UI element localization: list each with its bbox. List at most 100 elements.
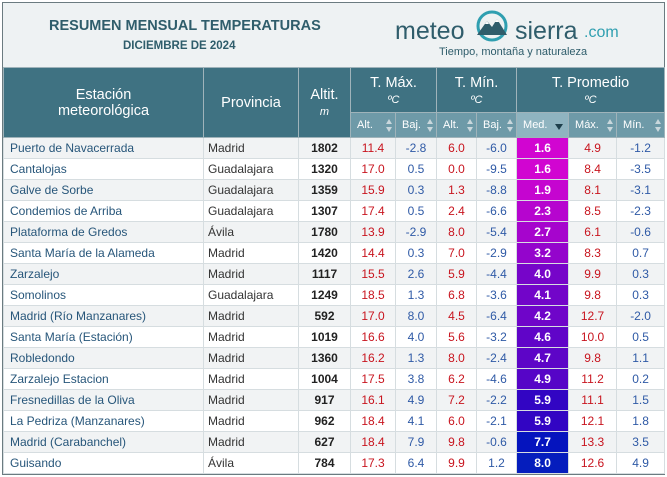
subheader-text: Baj.: [483, 119, 502, 131]
cell-lo: -5.4: [476, 221, 518, 243]
subtitle: DICIEMBRE DE 2024: [123, 40, 236, 52]
cell-hi: 10.0: [568, 326, 618, 348]
cell-lo: 2.6: [394, 263, 438, 285]
cell-pr: Madrid: [203, 326, 299, 348]
cell-al: 1802: [298, 137, 351, 159]
unit: m: [319, 106, 330, 118]
sort-header[interactable]: Alt.: [350, 112, 396, 138]
sort-icon: [467, 119, 474, 124]
cell-hi: 17.5: [350, 368, 396, 390]
sort-header[interactable]: Baj.: [394, 112, 438, 138]
cell-lo: 1.1: [616, 347, 666, 369]
cell-lo: 4.9: [616, 452, 666, 474]
cell-hi: 15.5: [350, 263, 396, 285]
cell-med: 4.1: [516, 284, 570, 306]
tmax-header: T. Máx. ºC: [349, 67, 438, 113]
station-header[interactable]: Estación meteorológica: [3, 67, 204, 138]
cell-lo: -4.6: [476, 368, 518, 390]
cell-al: 962: [298, 410, 351, 432]
table-row: Zarzalejo Estacion Madrid 1004 17.5 3.8 6.2 -4…: [3, 368, 666, 390]
cell-st: Madrid (Río Manzanares): [3, 305, 204, 327]
logo-tagline: Tiempo, montaña y naturaleza: [439, 46, 588, 58]
header-text: T. Promedio: [551, 74, 630, 91]
cell-hi: 6.2: [436, 368, 478, 390]
cell-lo: -6.0: [476, 137, 518, 159]
cell-lo: -3.2: [476, 326, 518, 348]
cell-hi: 17.3: [350, 452, 396, 474]
cell-lo: 4.9: [394, 389, 438, 411]
cell-lo: -2.9: [476, 242, 518, 264]
cell-pr: Madrid: [203, 368, 299, 390]
cell-hi: 8.1: [568, 179, 618, 201]
sort-icon: [467, 127, 474, 132]
cell-lo: -2.0: [616, 305, 666, 327]
table-row: Galve de Sorbe Guadalajara 1359 15.9 0.3 1.3-…: [3, 179, 666, 201]
cell-st: Zarzalejo: [3, 263, 204, 285]
cell-lo: 1.8: [616, 410, 666, 432]
cell-lo: 4.1: [394, 410, 438, 432]
sort-header[interactable]: Alt.: [436, 112, 478, 138]
cell-hi: 6.1: [568, 221, 618, 243]
cell-hi: 12.6: [568, 452, 618, 474]
cell-hi: 18.4: [350, 431, 396, 453]
cell-lo: 0.5: [616, 326, 666, 348]
cell-med: 4.6: [516, 326, 570, 348]
cell-med: 1.9: [516, 179, 570, 201]
cell-lo: 0.3: [394, 179, 438, 201]
cell-hi: 13.9: [350, 221, 396, 243]
cell-hi: 14.4: [350, 242, 396, 264]
cell-al: 1360: [298, 347, 351, 369]
cell-al: 917: [298, 389, 351, 411]
cell-hi: 11.4: [350, 137, 396, 159]
header-text: T. Máx.: [370, 74, 417, 91]
logo: meteo sierra .com Tiempo, montaña y natu…: [395, 9, 635, 61]
sort-icon: [427, 119, 434, 124]
sort-icon: [555, 124, 564, 130]
cell-lo: 8.0: [394, 305, 438, 327]
cell-al: 1420: [298, 242, 351, 264]
cell-al: 1780: [298, 221, 351, 243]
sort-icon: [386, 119, 392, 124]
cell-lo: -2.4: [476, 347, 518, 369]
unit: ºC: [584, 93, 597, 106]
cell-lo: -2.9: [394, 221, 438, 243]
cell-lo: 0.5: [394, 158, 438, 180]
sort-header[interactable]: Mín.: [616, 112, 666, 138]
cell-lo: -2.2: [476, 389, 518, 411]
altitude-header[interactable]: Altit. m: [298, 67, 351, 138]
cell-hi: 16.2: [350, 347, 396, 369]
cell-lo: 7.9: [394, 431, 438, 453]
cell-hi: 0.0: [436, 158, 478, 180]
cell-lo: -6.4: [476, 305, 518, 327]
cell-st: Zarzalejo Estacion: [3, 368, 204, 390]
cell-hi: 16.1: [350, 389, 396, 411]
province-header[interactable]: Provincia: [203, 67, 299, 138]
cell-lo: -4.4: [476, 263, 518, 285]
cell-hi: 9.8: [436, 431, 478, 453]
cell-al: 784: [298, 452, 351, 474]
logo-domain: .com: [584, 24, 619, 41]
sort-header[interactable]: Med.: [516, 112, 570, 138]
table-row: Puerto de Navacerrada Madrid 1802 11.4 -2.8 6…: [3, 137, 666, 159]
cell-hi: 8.0: [436, 347, 478, 369]
cell-hi: 5.9: [436, 263, 478, 285]
sort-icon: [655, 127, 662, 132]
cell-med: 3.2: [516, 242, 570, 264]
cell-al: 1307: [298, 200, 351, 222]
sort-icon: [507, 119, 514, 124]
logo-sierra: sierra: [515, 17, 578, 45]
cell-pr: Madrid: [203, 347, 299, 369]
sort-header[interactable]: Máx.: [568, 112, 618, 138]
cell-pr: Guadalajara: [203, 158, 299, 180]
cell-med: 4.2: [516, 305, 570, 327]
cell-hi: 8.4: [568, 158, 618, 180]
cell-al: 627: [298, 431, 351, 453]
sort-header[interactable]: Baj.: [476, 112, 518, 138]
cell-med: 5.9: [516, 389, 570, 411]
cell-lo: 0.3: [394, 242, 438, 264]
cell-lo: 1.2: [476, 452, 518, 474]
cell-lo: 4.0: [394, 326, 438, 348]
cell-hi: 9.9: [568, 263, 618, 285]
cell-pr: Guadalajara: [203, 200, 299, 222]
cell-lo: 0.7: [616, 242, 666, 264]
